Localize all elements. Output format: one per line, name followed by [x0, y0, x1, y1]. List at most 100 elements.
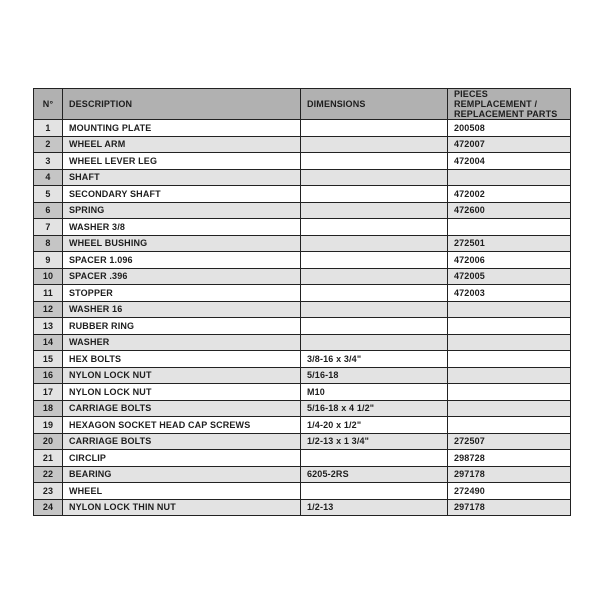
cell-dimensions: 6205-2RS	[300, 465, 448, 483]
table-row: 3 WHEEL LEVER LEG 472004	[33, 152, 571, 170]
cell-dimensions	[300, 168, 448, 186]
cell-dimensions	[300, 267, 448, 285]
table-row: 5 SECONDARY SHAFT 472002	[33, 185, 571, 203]
cell-description: HEXAGON SOCKET HEAD CAP SCREWS	[62, 416, 301, 434]
cell-description: MOUNTING PLATE	[62, 119, 301, 137]
cell-dimensions	[300, 284, 448, 302]
cell-description: WHEEL BUSHING	[62, 234, 301, 252]
table-body: 1 MOUNTING PLATE 200508 2 WHEEL ARM 4720…	[33, 119, 571, 516]
cell-part-number: 272501	[447, 234, 571, 252]
cell-number: 2	[33, 135, 63, 153]
cell-description: WASHER 16	[62, 300, 301, 318]
cell-part-number: 472003	[447, 284, 571, 302]
cell-description: SPACER 1.096	[62, 251, 301, 269]
cell-description: CARRIAGE BOLTS	[62, 432, 301, 450]
cell-number: 1	[33, 119, 63, 137]
cell-part-number: 272490	[447, 482, 571, 500]
cell-dimensions	[300, 234, 448, 252]
cell-description: STOPPER	[62, 284, 301, 302]
header-description: DESCRIPTION	[62, 88, 301, 120]
cell-number: 14	[33, 333, 63, 351]
cell-description: SECONDARY SHAFT	[62, 185, 301, 203]
cell-description: SPACER .396	[62, 267, 301, 285]
cell-number: 16	[33, 366, 63, 384]
cell-description: WHEEL ARM	[62, 135, 301, 153]
table-row: 7 WASHER 3/8	[33, 218, 571, 236]
cell-dimensions: 5/16-18	[300, 366, 448, 384]
table-row: 4 SHAFT	[33, 168, 571, 186]
cell-description: SPRING	[62, 201, 301, 219]
table-row: 18 CARRIAGE BOLTS 5/16-18 x 4 1/2"	[33, 399, 571, 417]
table-row: 6 SPRING 472600	[33, 201, 571, 219]
cell-part-number	[447, 218, 571, 236]
table-row: 22 BEARING 6205-2RS 297178	[33, 465, 571, 483]
cell-number: 11	[33, 284, 63, 302]
cell-dimensions	[300, 135, 448, 153]
cell-part-number: 472005	[447, 267, 571, 285]
cell-part-number	[447, 416, 571, 434]
cell-part-number: 200508	[447, 119, 571, 137]
cell-dimensions	[300, 333, 448, 351]
cell-part-number	[447, 350, 571, 368]
cell-dimensions: 1/2-13 x 1 3/4"	[300, 432, 448, 450]
cell-description: HEX BOLTS	[62, 350, 301, 368]
parts-table: N° DESCRIPTION DIMENSIONS PIECES REMPLAC…	[33, 88, 571, 516]
cell-dimensions	[300, 251, 448, 269]
cell-number: 17	[33, 383, 63, 401]
table-row: 20 CARRIAGE BOLTS 1/2-13 x 1 3/4" 272507	[33, 432, 571, 450]
cell-part-number: 472002	[447, 185, 571, 203]
cell-number: 18	[33, 399, 63, 417]
cell-number: 7	[33, 218, 63, 236]
cell-part-number: 472006	[447, 251, 571, 269]
table-row: 11 STOPPER 472003	[33, 284, 571, 302]
table-row: 24 NYLON LOCK THIN NUT 1/2-13 297178	[33, 498, 571, 516]
cell-number: 23	[33, 482, 63, 500]
cell-description: WHEEL	[62, 482, 301, 500]
cell-description: NYLON LOCK NUT	[62, 366, 301, 384]
cell-dimensions	[300, 201, 448, 219]
cell-description: CIRCLIP	[62, 449, 301, 467]
cell-description: NYLON LOCK NUT	[62, 383, 301, 401]
cell-number: 12	[33, 300, 63, 318]
cell-number: 9	[33, 251, 63, 269]
table-row: 1 MOUNTING PLATE 200508	[33, 119, 571, 137]
cell-part-number: 297178	[447, 498, 571, 516]
cell-part-number	[447, 168, 571, 186]
cell-part-number	[447, 383, 571, 401]
cell-part-number: 297178	[447, 465, 571, 483]
cell-dimensions: 1/2-13	[300, 498, 448, 516]
table-row: 13 RUBBER RING	[33, 317, 571, 335]
cell-number: 4	[33, 168, 63, 186]
header-dimensions: DIMENSIONS	[300, 88, 448, 120]
cell-number: 22	[33, 465, 63, 483]
cell-part-number: 272507	[447, 432, 571, 450]
cell-part-number	[447, 300, 571, 318]
cell-dimensions: 3/8-16 x 3/4"	[300, 350, 448, 368]
cell-dimensions	[300, 185, 448, 203]
cell-part-number	[447, 399, 571, 417]
table-row: 14 WASHER	[33, 333, 571, 351]
cell-dimensions: 1/4-20 x 1/2"	[300, 416, 448, 434]
cell-dimensions	[300, 317, 448, 335]
cell-number: 13	[33, 317, 63, 335]
cell-description: WASHER	[62, 333, 301, 351]
header-number: N°	[33, 88, 63, 120]
cell-number: 19	[33, 416, 63, 434]
header-row: N° DESCRIPTION DIMENSIONS PIECES REMPLAC…	[33, 88, 571, 120]
cell-description: RUBBER RING	[62, 317, 301, 335]
cell-number: 5	[33, 185, 63, 203]
table-row: 21 CIRCLIP 298728	[33, 449, 571, 467]
cell-part-number: 472004	[447, 152, 571, 170]
cell-number: 15	[33, 350, 63, 368]
table-row: 10 SPACER .396 472005	[33, 267, 571, 285]
cell-part-number	[447, 366, 571, 384]
table-row: 8 WHEEL BUSHING 272501	[33, 234, 571, 252]
parts-table-container: N° DESCRIPTION DIMENSIONS PIECES REMPLAC…	[33, 88, 571, 516]
table-row: 17 NYLON LOCK NUT M10	[33, 383, 571, 401]
cell-description: SHAFT	[62, 168, 301, 186]
header-replacement-parts: PIECES REMPLACEMENT / REPLACEMENT PARTS	[447, 88, 571, 120]
cell-number: 24	[33, 498, 63, 516]
table-row: 2 WHEEL ARM 472007	[33, 135, 571, 153]
cell-number: 8	[33, 234, 63, 252]
cell-dimensions	[300, 218, 448, 236]
